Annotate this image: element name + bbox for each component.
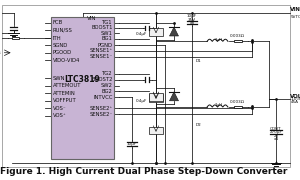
Text: BOOST2: BOOST2	[91, 77, 112, 82]
Text: SENSE1⁻: SENSE1⁻	[89, 54, 112, 59]
Text: 270µF: 270µF	[270, 130, 282, 134]
Text: ATTEMIN: ATTEMIN	[52, 91, 75, 96]
Text: VOFFPUT: VOFFPUT	[52, 98, 76, 103]
Text: TG2: TG2	[102, 71, 112, 76]
Text: 35V: 35V	[188, 18, 196, 22]
Text: x4: x4	[274, 138, 278, 141]
Text: D2: D2	[195, 123, 201, 127]
Bar	[51, 17, 114, 159]
Text: LTC3819: LTC3819	[64, 75, 100, 84]
Text: SWN: SWN	[52, 76, 65, 81]
Text: VOS⁻: VOS⁻	[52, 106, 66, 111]
Text: RUN/SS: RUN/SS	[52, 28, 72, 33]
Text: 5VTO...: 5VTO...	[290, 15, 300, 19]
Bar	[149, 127, 163, 134]
Text: D1: D1	[195, 59, 201, 63]
Text: BOOST1: BOOST1	[91, 25, 112, 30]
Text: 45A: 45A	[290, 100, 298, 104]
Bar	[149, 93, 163, 101]
Bar	[149, 94, 163, 102]
Text: VIN: VIN	[290, 7, 300, 12]
Text: x8: x8	[189, 21, 195, 25]
Text: BG1: BG1	[102, 36, 112, 41]
Text: SGND: SGND	[52, 43, 68, 48]
Text: TG1: TG1	[102, 20, 112, 25]
Text: SW2: SW2	[100, 83, 112, 88]
Text: 0.003Ω: 0.003Ω	[230, 100, 244, 104]
Text: FCB: FCB	[52, 20, 63, 25]
Text: VOUT: VOUT	[290, 94, 300, 99]
Polygon shape	[169, 92, 178, 101]
Bar	[149, 28, 163, 36]
Text: 1µH: 1µH	[215, 38, 223, 42]
Text: ITH: ITH	[52, 36, 61, 41]
Text: VIN: VIN	[87, 16, 96, 21]
Polygon shape	[169, 27, 178, 36]
Text: 10µF: 10µF	[187, 14, 197, 18]
Text: 0.4µF: 0.4µF	[135, 99, 147, 103]
Text: SENSE2⁺: SENSE2⁺	[89, 106, 112, 111]
Text: VIDO-VID4: VIDO-VID4	[52, 58, 80, 63]
Text: ATTEMOUT: ATTEMOUT	[52, 83, 81, 88]
Text: 1.0(S): 1.0(S)	[290, 97, 300, 101]
Text: Figure 1. High Current Dual Phase Step-Down Converter: Figure 1. High Current Dual Phase Step-D…	[0, 167, 288, 176]
Text: 0.003Ω: 0.003Ω	[230, 34, 244, 38]
Text: SENSE1⁺: SENSE1⁺	[89, 48, 112, 53]
Text: 0.4µF: 0.4µF	[135, 32, 147, 36]
Text: 1µH: 1µH	[215, 103, 223, 107]
Text: PGND: PGND	[98, 43, 112, 48]
Bar	[234, 40, 242, 42]
Text: COUT: COUT	[270, 127, 282, 131]
Text: SENSE2⁻: SENSE2⁻	[89, 112, 112, 117]
Bar	[234, 106, 242, 108]
Bar	[12, 37, 20, 39]
Text: SW1: SW1	[100, 31, 112, 36]
Text: 2V: 2V	[273, 134, 279, 138]
Text: 10µF: 10µF	[127, 142, 137, 146]
Text: PGOOD: PGOOD	[52, 50, 72, 55]
Text: BITS: BITS	[0, 51, 1, 55]
Text: INTVCC: INTVCC	[93, 95, 112, 100]
Text: VOS⁺: VOS⁺	[52, 113, 66, 118]
Text: BG2: BG2	[102, 89, 112, 94]
